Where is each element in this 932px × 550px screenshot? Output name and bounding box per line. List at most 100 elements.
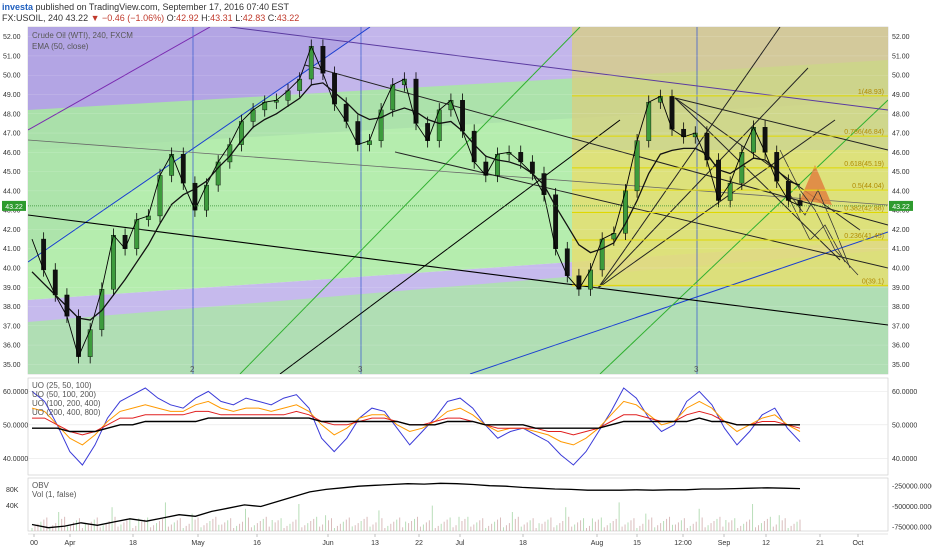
main-y-tick-left: 46.00 — [3, 150, 21, 157]
main-y-tick-right: 39.00 — [892, 285, 910, 292]
x-tick-label: Apr — [65, 540, 77, 547]
main-y-tick-right: 42.00 — [892, 227, 910, 234]
open-value: 42.92 — [176, 13, 199, 23]
uo-legend-item: UO (50, 100, 200) — [32, 390, 96, 399]
uo-pane-frame — [27, 377, 889, 476]
main-y-tick-right: 35.00 — [892, 362, 910, 369]
main-y-tick-right: 44.00 — [892, 188, 910, 195]
fib-level-label: 1(48.93) — [858, 89, 884, 96]
current-price-badge-right — [889, 200, 913, 211]
main-y-tick-left: 39.00 — [3, 285, 21, 292]
x-tick-label: 18 — [129, 540, 137, 547]
main-y-tick-right: 47.00 — [892, 131, 910, 138]
fib-level-label: 0(39.1) — [862, 278, 884, 285]
x-tick-label: 13 — [371, 540, 379, 547]
pitchfork-label-3: 3 — [694, 365, 699, 374]
main-y-tick-left: 50.00 — [3, 73, 21, 80]
x-tick-label: Oct — [853, 540, 864, 547]
pitch-green-2 — [599, 99, 888, 374]
main-y-tick-right: 36.00 — [892, 343, 910, 350]
uo-y-axis: 60.0000 60.0000 50.0000 50.0000 40.0000 40.00… — [3, 389, 917, 463]
x-tick-label: 18 — [519, 540, 527, 547]
pitch-black-median — [279, 119, 621, 374]
pitchfork-label-2: 3 — [358, 365, 363, 374]
brand-name[interactable]: investa — [2, 2, 34, 12]
main-y-tick-left: 49.00 — [3, 92, 21, 99]
uo-legend-item: UO (100, 200, 400) — [32, 399, 101, 408]
main-y-tick-left: 42.00 — [3, 227, 21, 234]
x-tick-label: Aug — [591, 540, 604, 547]
x-tick-label: Jun — [322, 540, 333, 547]
uo-y-tick-right: 60.0000 — [892, 389, 917, 396]
projection-path-2 — [789, 199, 846, 263]
current-price-label-left: 43.22 — [5, 204, 23, 211]
uo-series-line — [32, 417, 800, 433]
obv-y-tick-left: 40K — [6, 503, 19, 510]
obv-legend-item: Vol (1, false) — [32, 490, 77, 499]
main-y-tick-right: 48.00 — [892, 111, 910, 118]
fan-4 — [674, 97, 888, 151]
uo-legend-item: UO (200, 400, 800) — [32, 408, 101, 417]
current-price-label-right: 43.22 — [892, 204, 910, 211]
obv-y-axis: -250000.0000 -500000.0000 -750000.0000 80K 4… — [6, 484, 932, 532]
x-tick-label: 15 — [633, 540, 641, 547]
channel-grey-2 — [304, 64, 888, 226]
main-y-tick-left: 48.00 — [3, 111, 21, 118]
obv-line — [31, 482, 801, 529]
x-tick-label: 16 — [253, 540, 261, 547]
uo-y-tick-right: 40.0000 — [892, 456, 917, 463]
fan-5 — [674, 97, 861, 231]
main-y-tick-left: 35.00 — [3, 362, 21, 369]
price-change: −0.46 (−1.06%) — [102, 13, 165, 23]
main-y-tick-right: 49.00 — [892, 92, 910, 99]
close-label: C: — [267, 13, 277, 23]
main-y-tick-left: 38.00 — [3, 304, 21, 311]
current-price-badge-left — [2, 200, 26, 211]
main-y-tick-right: 41.00 — [892, 246, 910, 253]
fan-1 — [597, 27, 781, 289]
fib-level-label: 0.786(46.84) — [844, 129, 884, 136]
fib-level-label: 0.5(44.04) — [852, 183, 884, 190]
trend-black-long — [28, 214, 888, 326]
pitch-blue-lower — [469, 231, 888, 374]
main-y-tick-left: 44.00 — [3, 188, 21, 195]
main-y-tick-right: 37.00 — [892, 323, 910, 330]
obv-legend-item: OBV — [32, 481, 50, 490]
fib-zone-yellow — [572, 150, 888, 285]
obv-series — [31, 482, 801, 529]
main-y-tick-left: 41.00 — [3, 246, 21, 253]
symbol-label: FX:USOIL, 240 — [2, 13, 64, 23]
x-tick-label: 21 — [816, 540, 824, 547]
projection-path-3 — [779, 149, 859, 276]
uo-pane: UO (25, 50, 100)UO (50, 100, 200)UO (100… — [3, 377, 917, 476]
ema-line — [31, 82, 801, 321]
main-y-tick-right: 52.00 — [892, 34, 910, 41]
projection-orange-triangle — [800, 165, 832, 205]
obv-y-tick-right: -500000.0000 — [892, 504, 932, 511]
chart-header-ohlc: FX:USOIL, 240 43.22 ▼ −0.46 (−1.06%) O:4… — [2, 13, 299, 23]
main-y-axis-left: 52.00 51.00 50.00 49.00 48.00 47.00 46.00 45.00… — [3, 34, 21, 369]
fan-2 — [597, 67, 809, 289]
high-value: 43.31 — [210, 13, 233, 23]
high-label: H: — [201, 13, 211, 23]
main-y-tick-right: 40.00 — [892, 265, 910, 272]
main-y-tick-right: 50.00 — [892, 73, 910, 80]
obv-y-tick-right: -750000.0000 — [892, 524, 932, 531]
pitch-green-1 — [239, 27, 581, 374]
uo-y-tick-left: 40.0000 — [3, 456, 28, 463]
down-arrow-icon: ▼ — [90, 13, 100, 23]
low-label: L: — [235, 13, 243, 23]
x-tick-label: 00 — [30, 540, 38, 547]
low-value: 42.83 — [242, 13, 266, 23]
x-tick-label: May — [191, 540, 205, 547]
main-y-axis-right: 52.00 51.00 50.00 49.00 48.00 47.00 46.00 45.00… — [892, 34, 910, 369]
last-price: 43.22 — [65, 13, 89, 23]
main-y-tick-right: 45.00 — [892, 169, 910, 176]
obv-y-tick-left: 80K — [6, 487, 19, 494]
pitch-purple-top — [28, 27, 211, 131]
main-y-tick-left: 51.00 — [3, 53, 21, 60]
main-y-tick-right: 38.00 — [892, 304, 910, 311]
